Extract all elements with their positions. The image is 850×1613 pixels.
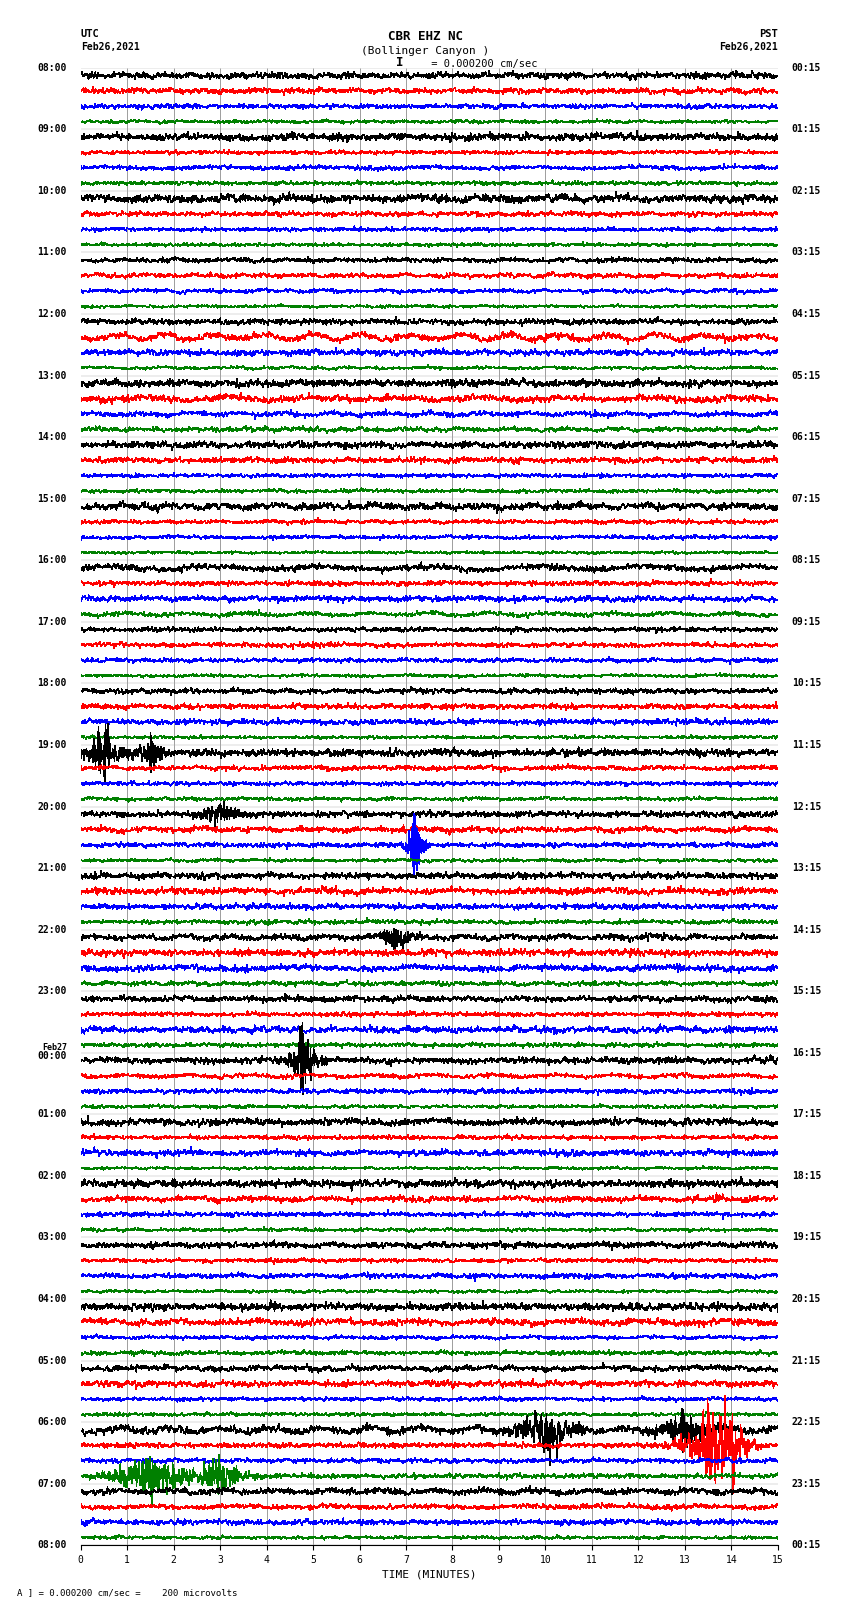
Text: 09:00: 09:00 [37, 124, 67, 134]
Text: 17:15: 17:15 [791, 1110, 821, 1119]
Text: 20:15: 20:15 [791, 1294, 821, 1303]
Text: 16:15: 16:15 [791, 1048, 821, 1058]
Text: 21:00: 21:00 [37, 863, 67, 873]
Text: 05:00: 05:00 [37, 1355, 67, 1366]
Text: 08:00: 08:00 [37, 63, 67, 73]
Text: 23:15: 23:15 [791, 1479, 821, 1489]
Text: 08:15: 08:15 [791, 555, 821, 565]
Text: CBR EHZ NC: CBR EHZ NC [388, 29, 462, 44]
Text: 03:15: 03:15 [791, 247, 821, 258]
Text: 11:15: 11:15 [791, 740, 821, 750]
Text: 13:15: 13:15 [791, 863, 821, 873]
Text: 08:00: 08:00 [37, 1540, 67, 1550]
Text: 19:15: 19:15 [791, 1232, 821, 1242]
Text: 11:00: 11:00 [37, 247, 67, 258]
Text: 00:15: 00:15 [791, 63, 821, 73]
Text: A ] = 0.000200 cm/sec =    200 microvolts: A ] = 0.000200 cm/sec = 200 microvolts [17, 1587, 237, 1597]
Text: (Bollinger Canyon ): (Bollinger Canyon ) [361, 47, 489, 56]
Text: 14:15: 14:15 [791, 924, 821, 934]
Text: 15:15: 15:15 [791, 986, 821, 997]
Text: 18:15: 18:15 [791, 1171, 821, 1181]
Text: = 0.000200 cm/sec: = 0.000200 cm/sec [425, 60, 537, 69]
Text: 05:15: 05:15 [791, 371, 821, 381]
Text: 17:00: 17:00 [37, 616, 67, 627]
Text: PST: PST [759, 29, 778, 39]
Text: 12:00: 12:00 [37, 310, 67, 319]
Text: 02:15: 02:15 [791, 185, 821, 195]
Text: 20:00: 20:00 [37, 802, 67, 811]
Text: 10:15: 10:15 [791, 679, 821, 689]
Text: 02:00: 02:00 [37, 1171, 67, 1181]
Text: 01:00: 01:00 [37, 1110, 67, 1119]
Text: Feb27: Feb27 [42, 1044, 67, 1052]
Text: 00:00: 00:00 [37, 1050, 67, 1061]
Text: 06:00: 06:00 [37, 1418, 67, 1428]
Text: 14:00: 14:00 [37, 432, 67, 442]
Text: Feb26,2021: Feb26,2021 [81, 42, 139, 52]
Text: 07:00: 07:00 [37, 1479, 67, 1489]
Text: 18:00: 18:00 [37, 679, 67, 689]
Text: 04:15: 04:15 [791, 310, 821, 319]
Text: UTC: UTC [81, 29, 99, 39]
Text: 07:15: 07:15 [791, 494, 821, 503]
Text: 01:15: 01:15 [791, 124, 821, 134]
Text: 04:00: 04:00 [37, 1294, 67, 1303]
Text: 22:15: 22:15 [791, 1418, 821, 1428]
Text: 03:00: 03:00 [37, 1232, 67, 1242]
Text: 19:00: 19:00 [37, 740, 67, 750]
Text: 16:00: 16:00 [37, 555, 67, 565]
X-axis label: TIME (MINUTES): TIME (MINUTES) [382, 1569, 477, 1579]
Text: 23:00: 23:00 [37, 986, 67, 997]
Text: I: I [396, 55, 403, 69]
Text: 10:00: 10:00 [37, 185, 67, 195]
Text: 21:15: 21:15 [791, 1355, 821, 1366]
Text: 12:15: 12:15 [791, 802, 821, 811]
Text: Feb26,2021: Feb26,2021 [719, 42, 778, 52]
Text: 15:00: 15:00 [37, 494, 67, 503]
Text: 00:15: 00:15 [791, 1540, 821, 1550]
Text: 06:15: 06:15 [791, 432, 821, 442]
Text: 09:15: 09:15 [791, 616, 821, 627]
Text: 22:00: 22:00 [37, 924, 67, 934]
Text: 13:00: 13:00 [37, 371, 67, 381]
